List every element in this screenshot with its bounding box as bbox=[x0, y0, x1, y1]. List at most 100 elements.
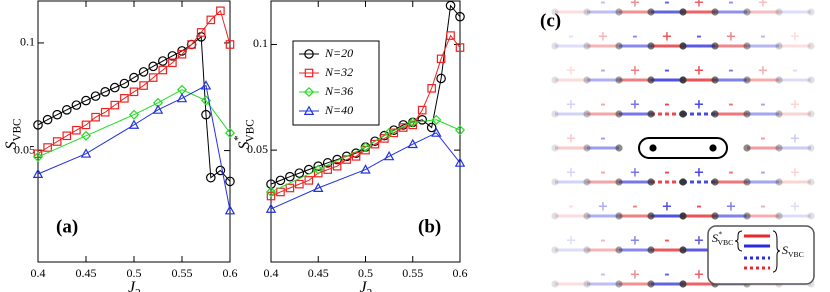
point bbox=[285, 171, 295, 182]
legend-box bbox=[707, 225, 815, 285]
point bbox=[120, 94, 129, 103]
point bbox=[417, 105, 427, 115]
point bbox=[187, 40, 196, 49]
site bbox=[583, 110, 591, 118]
point bbox=[215, 165, 226, 176]
point bbox=[454, 157, 466, 167]
x-axis-label-sub: 2 bbox=[135, 287, 141, 292]
point bbox=[351, 152, 361, 161]
point bbox=[129, 87, 139, 97]
bond-sign: + bbox=[662, 30, 673, 45]
x-tick-label: 0.4 bbox=[264, 266, 279, 280]
point bbox=[304, 176, 314, 185]
point bbox=[100, 87, 110, 97]
legend-label-sup: * bbox=[718, 229, 722, 238]
point bbox=[360, 164, 371, 174]
bond-sign: + bbox=[790, 132, 801, 147]
site bbox=[711, 8, 719, 16]
site bbox=[711, 42, 719, 50]
x-tick-label: 0.5 bbox=[127, 266, 142, 280]
x-tick-label: 0.6 bbox=[223, 266, 238, 280]
site bbox=[647, 246, 655, 254]
bond-sign: - bbox=[728, 166, 733, 181]
point bbox=[80, 148, 92, 158]
bond-sign: + bbox=[790, 200, 801, 215]
bond-sign: - bbox=[664, 268, 669, 283]
site bbox=[647, 76, 655, 84]
point bbox=[294, 168, 305, 178]
bond-sign: - bbox=[600, 234, 605, 249]
bond-sign: - bbox=[664, 98, 669, 113]
bond-sign: + bbox=[694, 98, 705, 113]
point bbox=[361, 145, 370, 155]
bond-sign: + bbox=[630, 0, 641, 11]
point bbox=[313, 161, 324, 171]
site bbox=[775, 42, 783, 50]
site bbox=[551, 246, 559, 254]
y-axis-label-sup: * bbox=[232, 136, 244, 142]
legend-label: N=40 bbox=[324, 103, 353, 117]
bond-sign: - bbox=[600, 0, 605, 11]
x-axis-label-sub: 2 bbox=[367, 287, 373, 292]
site bbox=[615, 178, 623, 186]
site bbox=[709, 144, 717, 152]
bond-sign: + bbox=[694, 64, 705, 79]
y-axis-label-sub: VBC bbox=[11, 118, 23, 141]
site bbox=[615, 110, 623, 118]
series-line bbox=[37, 89, 231, 158]
bond-sign: + bbox=[630, 268, 641, 283]
point bbox=[445, 0, 456, 11]
site bbox=[583, 8, 591, 16]
point bbox=[332, 154, 342, 165]
site bbox=[679, 212, 687, 220]
point bbox=[71, 100, 82, 110]
brace bbox=[772, 230, 781, 273]
site bbox=[743, 76, 751, 84]
site bbox=[775, 212, 783, 220]
legend-marker bbox=[303, 105, 315, 115]
point bbox=[177, 49, 187, 59]
bond-sign: + bbox=[566, 64, 577, 79]
bond-sign: + bbox=[790, 30, 801, 45]
site bbox=[551, 212, 559, 220]
bond-sign: - bbox=[760, 30, 765, 45]
bond-sign: - bbox=[664, 64, 669, 79]
site bbox=[649, 144, 657, 152]
site bbox=[615, 42, 623, 50]
y-tick-label: 0.1 bbox=[253, 36, 268, 50]
point bbox=[436, 73, 446, 84]
panel-label: (c) bbox=[540, 10, 561, 31]
point bbox=[313, 164, 324, 175]
bond-sign: + bbox=[694, 0, 705, 11]
x-axis-label: J2 bbox=[360, 279, 373, 292]
bond-sign: + bbox=[790, 166, 801, 181]
point bbox=[33, 120, 43, 130]
site bbox=[615, 280, 623, 288]
bond-sign: - bbox=[728, 0, 733, 11]
point bbox=[110, 82, 120, 93]
point bbox=[426, 122, 437, 133]
bond-sign: - bbox=[696, 200, 701, 215]
point bbox=[167, 51, 178, 61]
point bbox=[408, 120, 418, 130]
site bbox=[711, 110, 719, 118]
point bbox=[110, 100, 120, 110]
legend-label-sub: VBC bbox=[788, 250, 804, 259]
x-tick-label: 0.5 bbox=[358, 266, 373, 280]
bond-sign: - bbox=[568, 30, 573, 45]
bond-sign: + bbox=[566, 234, 577, 249]
lattice-row: - + - + - + bbox=[551, 0, 815, 16]
point bbox=[62, 105, 72, 115]
site bbox=[647, 280, 655, 288]
defect-box bbox=[638, 137, 728, 159]
site bbox=[807, 144, 815, 152]
bond-sign: + bbox=[758, 64, 769, 79]
point bbox=[81, 95, 91, 106]
legend-label: N=32 bbox=[324, 65, 353, 79]
point bbox=[216, 6, 225, 16]
bond-sign: - bbox=[760, 166, 765, 181]
series-line bbox=[37, 35, 231, 182]
point bbox=[427, 84, 436, 93]
y-axis-label: SVBC bbox=[3, 118, 24, 149]
